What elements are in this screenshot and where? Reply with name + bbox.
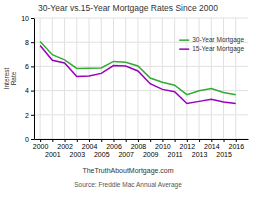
- y-tick-label: 8: [25, 39, 29, 46]
- grid-line-y: [34, 139, 248, 140]
- x-tick-label: 2016: [228, 143, 244, 150]
- series-line: [40, 46, 236, 104]
- legend-label: 15-Year Mortgage: [192, 45, 244, 53]
- x-tick: 2000: [33, 139, 49, 150]
- legend-item: 30-Year Mortgage: [179, 36, 244, 44]
- x-tick-label: 2002: [57, 143, 73, 150]
- x-tick: 2008: [131, 139, 147, 150]
- x-tick-mark: [52, 139, 53, 142]
- grid-line-x: [76, 18, 77, 139]
- grid-line-x: [101, 18, 102, 139]
- x-tick-label: 2008: [131, 143, 147, 150]
- x-tick-mark: [101, 139, 102, 142]
- x-tick: 2004: [82, 139, 98, 150]
- y-axis-title-line: Interest: [3, 67, 10, 89]
- x-tick: 2012: [180, 139, 196, 150]
- y-tick-label: 10: [21, 15, 29, 22]
- grid-line-x: [137, 18, 138, 139]
- grid-line-x: [162, 18, 163, 139]
- x-tick-label: 2001: [45, 151, 61, 158]
- y-tick-label: 0: [25, 136, 29, 143]
- x-tick-mark: [224, 139, 225, 142]
- x-tick-mark: [211, 139, 212, 142]
- x-tick-mark: [187, 139, 188, 142]
- grid-line-x: [52, 18, 53, 139]
- x-tick-label: 2003: [70, 151, 86, 158]
- x-tick-label: 2010: [155, 143, 171, 150]
- annotation: Source: Freddie Mac Annual Average: [74, 181, 182, 189]
- x-tick-label: 2000: [33, 143, 49, 150]
- y-axis-title: InterestRate: [3, 67, 17, 89]
- x-tick-mark: [126, 139, 127, 142]
- x-tick-mark: [150, 139, 151, 142]
- y-tick-label: 6: [25, 63, 29, 70]
- y-tick-mark: [31, 42, 34, 43]
- x-tick-label: 2009: [143, 151, 159, 158]
- x-tick-label: 2013: [192, 151, 208, 158]
- grid: [34, 18, 248, 139]
- grid-line-x: [186, 18, 187, 139]
- grid-line-y: [34, 66, 248, 67]
- y-tick-mark: [31, 66, 34, 67]
- x-tick-mark: [236, 139, 237, 142]
- x-tick-label: 2012: [180, 143, 196, 150]
- x-tick-mark: [65, 139, 66, 142]
- grid-line-x: [125, 18, 126, 139]
- x-tick-mark: [175, 139, 176, 142]
- y-tick-label: 4: [25, 87, 29, 94]
- grid-line-x: [113, 18, 114, 139]
- y-tick: 0: [25, 136, 34, 143]
- x-tick-mark: [77, 139, 78, 142]
- x-tick-label: 2014: [204, 143, 220, 150]
- x-tick: 2006: [106, 139, 122, 150]
- y-tick: 8: [25, 39, 34, 46]
- x-tick-label: 2015: [216, 151, 232, 158]
- grid-line-x: [89, 18, 90, 139]
- y-tick-label: 2: [25, 112, 29, 119]
- x-tick: 2010: [155, 139, 171, 150]
- legend-label: 30-Year Mortgage: [192, 36, 244, 44]
- x-axis: 2000200120022003200420052006200720082009…: [33, 139, 249, 158]
- y-tick-mark: [31, 115, 34, 116]
- y-tick: 4: [25, 87, 34, 94]
- legend-item: 15-Year Mortgage: [179, 45, 244, 53]
- y-tick-mark: [31, 91, 34, 92]
- x-tick-label: 2011: [168, 151, 183, 158]
- y-tick-mark: [31, 18, 34, 19]
- grid-line-y: [34, 18, 248, 19]
- y-tick: 10: [21, 15, 34, 22]
- x-tick-label: 2007: [118, 151, 134, 158]
- x-tick-mark: [89, 139, 90, 142]
- x-tick-mark: [199, 139, 200, 142]
- x-tick-mark: [40, 139, 41, 142]
- x-tick: 2016: [228, 139, 244, 150]
- x-tick-mark: [138, 139, 139, 142]
- annotation: TheTruthAboutMortgage.com: [82, 167, 173, 175]
- y-tick-mark: [31, 139, 34, 140]
- y-axis-title-line: Rate: [10, 71, 17, 85]
- legend-swatch: [179, 48, 189, 50]
- y-axis-line: [34, 19, 35, 140]
- x-tick-label: 2006: [106, 143, 122, 150]
- legend: 30-Year Mortgage15-Year Mortgage: [179, 36, 244, 53]
- chart: 30-Year vs.15-Year Mortgage Rates Since …: [0, 0, 256, 197]
- y-axis: 0 2 4 6 8 10: [21, 15, 34, 143]
- x-tick: 2002: [57, 139, 73, 150]
- x-tick: 2014: [204, 139, 220, 150]
- title: 30-Year vs.15-Year Mortgage Rates Since …: [38, 3, 218, 13]
- x-axis-line: [35, 139, 249, 140]
- y-tick: 2: [25, 112, 34, 119]
- x-tick-mark: [162, 139, 163, 142]
- x-tick-label: 2004: [82, 143, 98, 150]
- x-tick-mark: [113, 139, 114, 142]
- grid-line-x: [174, 18, 175, 139]
- grid-line-y: [34, 114, 248, 115]
- grid-line-x: [64, 18, 65, 139]
- x-tick-label: 2005: [94, 151, 110, 158]
- grid-line-x: [40, 18, 41, 139]
- legend-swatch: [179, 39, 189, 41]
- y-tick: 6: [25, 63, 34, 70]
